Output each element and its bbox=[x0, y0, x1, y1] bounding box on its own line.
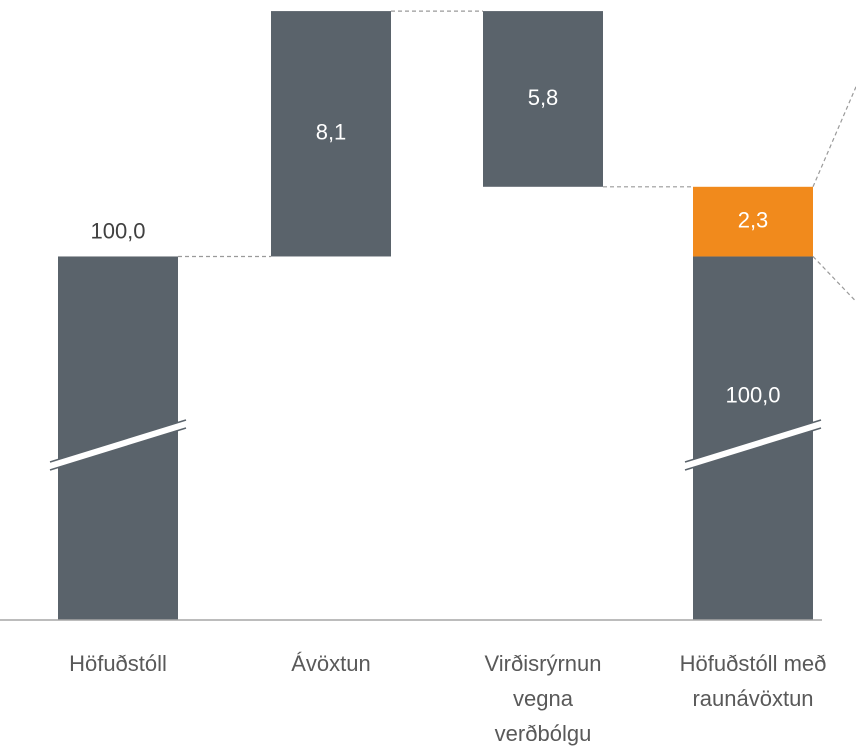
axis-break-edge bbox=[49, 419, 187, 463]
value-label: 5,8 bbox=[528, 85, 559, 110]
bar bbox=[483, 11, 603, 187]
bar bbox=[693, 256, 813, 620]
axis-break bbox=[685, 420, 821, 470]
x-tick-label: Ávöxtun bbox=[291, 651, 371, 676]
x-tick-label: Virðisrýrnun vegna verðbólgu bbox=[484, 651, 602, 746]
axis-break-edge bbox=[684, 419, 822, 463]
axis-break bbox=[50, 420, 186, 470]
connector bbox=[812, 256, 856, 302]
value-label: 100,0 bbox=[725, 382, 780, 407]
value-label: 2,3 bbox=[738, 207, 769, 232]
value-label: 8,1 bbox=[316, 120, 347, 145]
x-tick-label: Höfuðstóll bbox=[69, 651, 167, 676]
x-tick-label: Höfuðstóll með raunávöxtun bbox=[679, 651, 827, 711]
value-label: 100,0 bbox=[90, 218, 145, 243]
connector bbox=[812, 86, 856, 188]
bar bbox=[271, 11, 391, 257]
axis-break-edge bbox=[684, 427, 822, 471]
increment-bar bbox=[693, 186, 813, 257]
axis-break-edge bbox=[49, 427, 187, 471]
bar bbox=[58, 256, 178, 620]
